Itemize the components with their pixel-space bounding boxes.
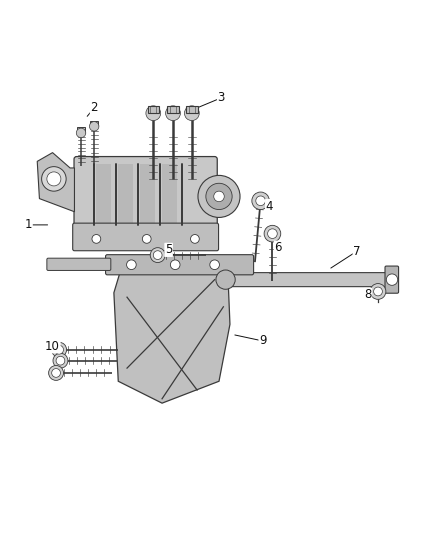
Circle shape [256,196,265,206]
Circle shape [146,106,161,120]
Circle shape [53,353,68,368]
Polygon shape [77,127,85,133]
Polygon shape [90,120,98,126]
Circle shape [370,284,386,300]
Circle shape [56,356,65,365]
Text: 2: 2 [90,101,98,115]
Polygon shape [37,152,74,212]
Circle shape [198,175,240,217]
Circle shape [264,225,281,242]
Text: 5: 5 [165,244,172,256]
Text: 9: 9 [259,335,267,348]
FancyBboxPatch shape [74,157,217,232]
Circle shape [92,235,101,243]
Circle shape [170,260,180,270]
Circle shape [216,270,235,289]
Circle shape [166,106,180,120]
Polygon shape [114,271,230,403]
FancyBboxPatch shape [148,106,159,113]
Circle shape [153,251,162,260]
FancyBboxPatch shape [186,106,198,113]
FancyBboxPatch shape [47,258,111,270]
Text: 8: 8 [364,288,371,302]
Circle shape [52,368,60,377]
FancyBboxPatch shape [385,266,399,293]
Circle shape [268,229,277,238]
Text: 6: 6 [274,241,282,254]
Circle shape [210,260,219,270]
Circle shape [89,122,99,131]
Text: 3: 3 [218,91,225,104]
Circle shape [214,191,224,201]
Text: 10: 10 [45,340,60,353]
Circle shape [52,342,67,357]
Circle shape [150,248,165,263]
Circle shape [142,235,151,243]
FancyBboxPatch shape [212,187,222,206]
FancyBboxPatch shape [73,223,219,251]
FancyBboxPatch shape [167,106,179,113]
Circle shape [127,260,136,270]
FancyBboxPatch shape [140,165,155,224]
Circle shape [76,128,86,138]
Circle shape [47,172,61,186]
FancyBboxPatch shape [222,273,391,287]
Circle shape [374,287,382,296]
Circle shape [42,167,66,191]
Circle shape [252,192,269,209]
FancyBboxPatch shape [106,255,254,275]
FancyBboxPatch shape [118,165,133,224]
FancyBboxPatch shape [162,165,177,224]
Circle shape [55,345,64,354]
Text: 1: 1 [25,219,32,231]
Text: 4: 4 [265,199,273,213]
Text: 7: 7 [353,245,361,257]
Circle shape [184,106,199,120]
Circle shape [49,366,64,381]
Circle shape [206,183,232,209]
Circle shape [386,274,398,285]
Circle shape [191,235,199,243]
FancyBboxPatch shape [96,165,111,224]
